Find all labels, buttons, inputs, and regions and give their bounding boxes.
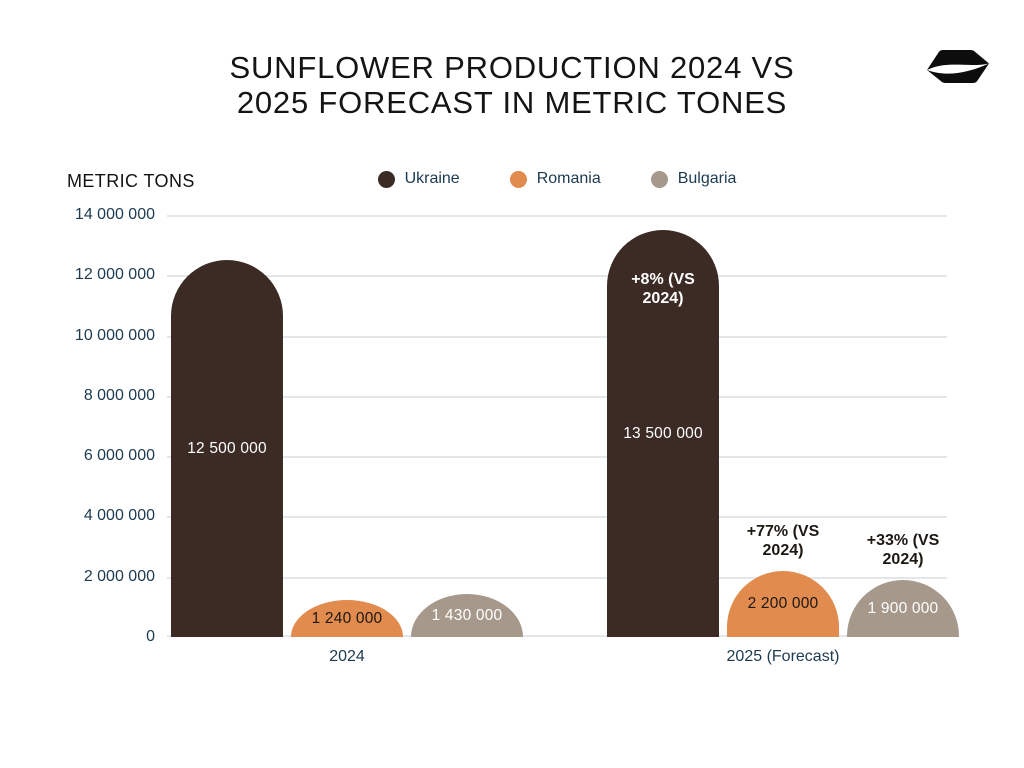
legend-label: Ukraine [404, 170, 460, 187]
x-axis-label: 2025 (Forecast) [726, 648, 840, 665]
legend-label: Bulgaria [677, 170, 737, 187]
legend: Ukraine Romania Bulgaria [167, 170, 947, 188]
annotation-romania: +77% (VS 2024) [718, 522, 848, 560]
legend-dot-ukraine-icon [377, 170, 395, 188]
gridline [167, 635, 947, 637]
annotation-line: +77% (VS [746, 523, 820, 540]
y-axis-tick-label: 12 000 000 [74, 266, 155, 283]
plot-area: 12 500 000 1 240 000 1 430 000 2024 13 500 0… [167, 215, 959, 665]
bar-ukraine-2025-forecast-: 13 500 000 +8% (VS 2024) [607, 230, 719, 637]
y-axis-tick-label: 2 000 000 [83, 568, 155, 585]
annotation-bulgaria: +33% (VS 2024) [838, 531, 968, 569]
bar-romania-2024: 1 240 000 [291, 600, 403, 637]
legend-dot-bulgaria-icon [650, 170, 668, 188]
y-axis-tick-label: 14 000 000 [74, 206, 155, 223]
page-title-line-1: SUNFLOWER PRODUCTION 2024 VS [229, 50, 795, 85]
legend-item-ukraine: Ukraine [377, 170, 460, 188]
gridline [167, 396, 947, 398]
annotation-line: 2024) [882, 551, 924, 568]
bar-romania-2025-forecast-: 2 200 000 [727, 571, 839, 637]
annotation-line: +8% (VS [631, 271, 695, 288]
gridline [167, 275, 947, 277]
bar-ukraine-2024: 12 500 000 [171, 260, 283, 637]
bar-value-label: 12 500 000 [187, 439, 267, 457]
page-title-line-2: 2025 FORECAST IN METRIC TONES [236, 85, 788, 120]
gridline [167, 456, 947, 458]
bar-value-label: 13 500 000 [623, 424, 703, 442]
legend-label: Romania [536, 170, 601, 187]
page-title: SUNFLOWER PRODUCTION 2024 VS 2025 FORECA… [0, 50, 1024, 120]
legend-item-bulgaria: Bulgaria [650, 170, 737, 188]
annotation-ukraine: +8% (VS 2024) [607, 270, 719, 308]
bar-value-label: 2 200 000 [747, 595, 819, 612]
legend-dot-romania-icon [509, 170, 527, 188]
y-axis-tick-label: 4 000 000 [83, 507, 155, 524]
gridline [167, 215, 947, 217]
y-axis-tick-label: 10 000 000 [74, 327, 155, 344]
annotation-line: 2024) [642, 290, 684, 307]
bar-value-label: 1 900 000 [867, 599, 939, 617]
x-axis-label: 2024 [329, 648, 365, 665]
bar-value-label: 1 430 000 [431, 606, 503, 624]
gridline [167, 516, 947, 518]
y-axis-unit-label: METRIC TONS [67, 171, 195, 191]
legend-item-romania: Romania [509, 170, 601, 188]
bar-value-label: 1 240 000 [311, 609, 383, 627]
y-axis: 14 000 000 12 000 000 10 000 000 8 000 000 6… [40, 206, 155, 645]
gridline [167, 577, 947, 579]
y-axis-tick-label: 8 000 000 [83, 387, 155, 404]
seed-logo-icon [927, 50, 989, 83]
bar-bulgaria-2025-forecast-: 1 900 000 [847, 580, 959, 637]
gridline [167, 336, 947, 338]
annotation-line: 2024) [762, 542, 804, 559]
y-axis-tick-label: 0 [146, 628, 155, 645]
bar-bulgaria-2024: 1 430 000 [411, 594, 523, 637]
annotation-line: +33% (VS [866, 532, 940, 549]
y-axis-tick-label: 6 000 000 [83, 447, 155, 464]
